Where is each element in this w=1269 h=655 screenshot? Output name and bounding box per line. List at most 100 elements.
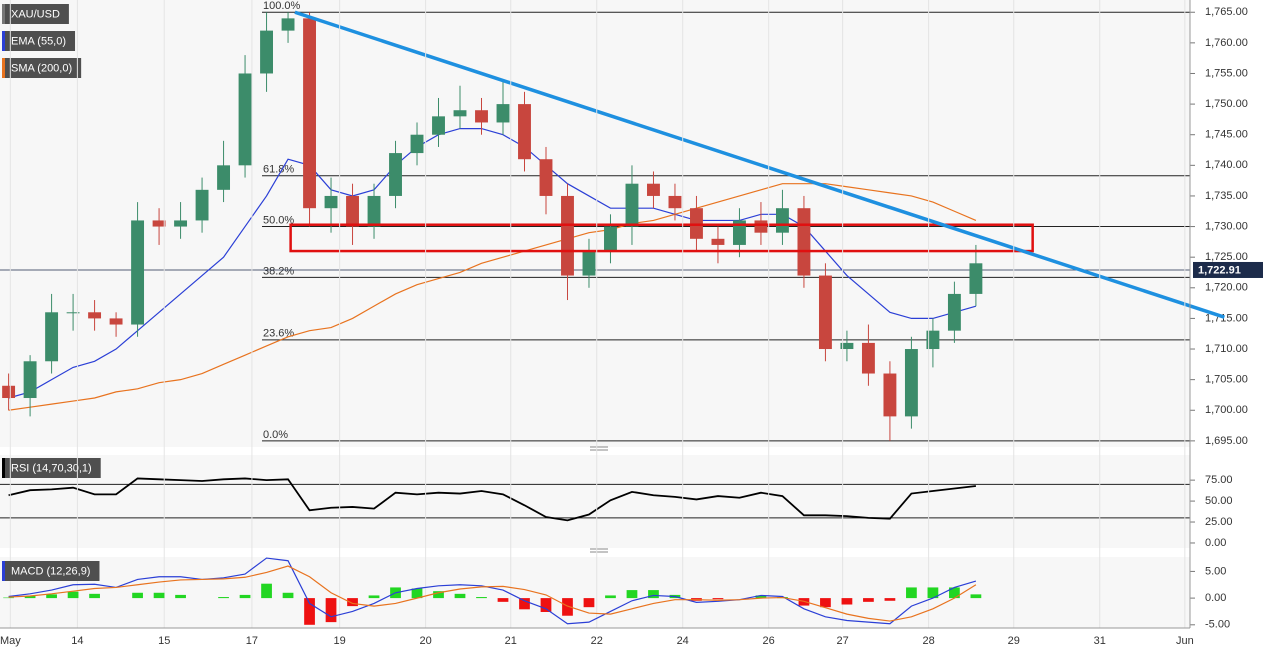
histogram-bar — [712, 598, 724, 600]
histogram-bar — [540, 598, 552, 612]
histogram-bar — [605, 595, 616, 599]
x-tick-label: May — [0, 635, 21, 647]
histogram-bar — [67, 591, 79, 599]
y-tick-label: 1,765.00 — [1205, 6, 1248, 18]
legend-swatch — [2, 458, 5, 478]
candle-body — [904, 349, 918, 417]
fib-label: 23.6% — [263, 328, 294, 340]
y-tick-label: 50.00 — [1205, 495, 1233, 507]
candle-body — [174, 220, 188, 227]
y-tick-label: 1,710.00 — [1205, 343, 1248, 355]
histogram-bar — [476, 597, 487, 599]
candle-body — [260, 30, 273, 74]
candle-body — [582, 251, 596, 276]
x-tick-label: Jun — [1176, 635, 1194, 647]
legend-box — [2, 561, 100, 581]
candle-body — [88, 312, 102, 319]
fib-label: 100.0% — [263, 0, 301, 12]
candle-body — [23, 361, 37, 399]
x-tick-label: 24 — [677, 635, 689, 647]
y-tick-label: 1,750.00 — [1205, 98, 1248, 110]
histogram-bar — [132, 592, 143, 599]
candle-body — [2, 385, 16, 399]
candle-body — [604, 226, 617, 252]
legend-box — [2, 31, 76, 51]
histogram-bar — [153, 592, 165, 599]
y-tick-label: 5.00 — [1205, 565, 1226, 577]
candle-body — [947, 293, 961, 331]
zone-box — [289, 223, 1034, 253]
candle-body — [840, 342, 854, 350]
histogram-bar — [970, 594, 982, 599]
x-tick-label: 31 — [1094, 635, 1106, 647]
candle-body — [883, 373, 897, 417]
macd-line — [8, 557, 977, 625]
y-tick-label: 0.00 — [1205, 592, 1226, 604]
y-tick-label: 1,705.00 — [1205, 374, 1248, 386]
candle-body — [625, 183, 639, 227]
histogram-bar — [454, 593, 466, 599]
y-tick-label: 25.00 — [1205, 516, 1233, 528]
y-tick-label: 1,740.00 — [1205, 159, 1248, 171]
histogram-bar — [820, 598, 831, 608]
indicator-line — [8, 477, 977, 522]
legend-box — [2, 458, 101, 478]
last-price-box — [1193, 261, 1263, 278]
histogram-bar — [218, 597, 229, 599]
fib-label: 50.0% — [263, 214, 294, 226]
x-tick-label: 27 — [837, 635, 849, 647]
candle-body — [818, 275, 832, 350]
panel-handle[interactable] — [590, 446, 608, 451]
candle-body — [152, 220, 166, 227]
histogram-bar — [755, 595, 767, 599]
candle-body — [453, 110, 467, 117]
candle-body — [281, 18, 295, 31]
y-tick-label: 1,720.00 — [1205, 282, 1248, 294]
candle-body — [668, 195, 682, 209]
rsi-panel — [0, 455, 1190, 548]
y-tick-label: 1,760.00 — [1205, 37, 1248, 49]
x-tick-label: 28 — [922, 635, 934, 647]
histogram-bar — [519, 598, 530, 610]
histogram-bar — [46, 594, 57, 599]
legend-label: EMA (55,0) — [11, 35, 66, 47]
histogram-bar — [239, 594, 251, 599]
legend-label: SMA (200,0) — [11, 62, 72, 74]
histogram-bar — [949, 587, 960, 599]
candle-body — [926, 330, 940, 350]
fib-label: 0.0% — [263, 429, 288, 441]
histogram-bar — [89, 593, 100, 599]
histogram-bar — [261, 583, 272, 599]
y-tick-label: 0.00 — [1205, 537, 1226, 549]
y-tick-label: 1,700.00 — [1205, 404, 1248, 416]
legend-swatch — [2, 31, 5, 51]
candle-body — [109, 318, 123, 325]
candle-body — [45, 312, 59, 362]
histogram-bar — [884, 598, 896, 601]
histogram-bar — [648, 590, 659, 599]
histogram-bar — [906, 587, 917, 599]
y-tick-label: 75.00 — [1205, 474, 1233, 486]
panel-handle[interactable] — [590, 548, 608, 553]
candle-body — [647, 183, 660, 196]
fib-label: 38.2% — [263, 265, 294, 277]
candle-body — [346, 195, 359, 227]
candle-body — [324, 195, 338, 209]
x-tick-label: 26 — [763, 635, 775, 647]
histogram-bar — [175, 594, 186, 599]
macd-line — [8, 565, 977, 622]
candle-body — [561, 195, 574, 276]
candle-body — [775, 208, 789, 233]
candle-body — [496, 104, 510, 123]
legend-swatch — [2, 561, 5, 581]
histogram-bar — [304, 598, 315, 625]
y-tick-label: 1,730.00 — [1205, 220, 1248, 232]
histogram-bar — [927, 587, 939, 599]
histogram-bar — [497, 598, 509, 602]
candle-body — [711, 238, 725, 245]
histogram-bar — [3, 597, 14, 599]
legend-label: MACD (12,26,9) — [11, 565, 90, 577]
histogram-bar — [433, 591, 444, 599]
candle-body — [969, 263, 983, 294]
